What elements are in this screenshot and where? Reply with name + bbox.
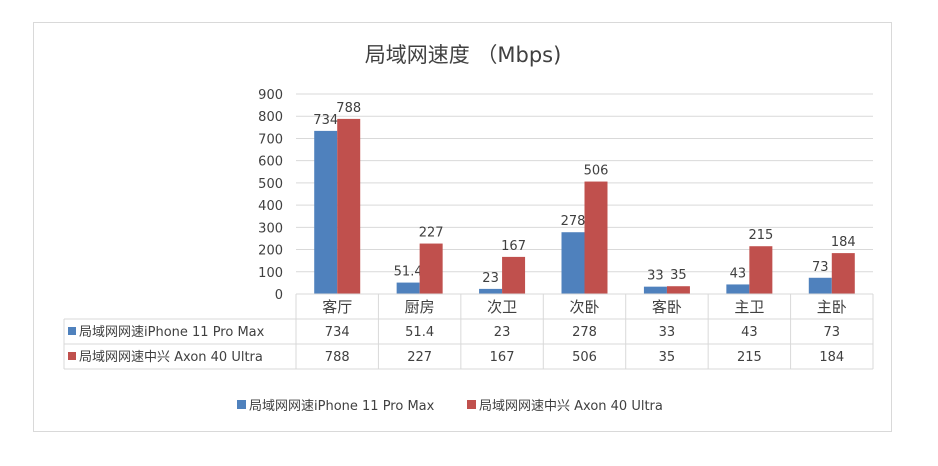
y-tick-label: 100 <box>258 266 283 281</box>
bar-iphone <box>314 130 338 294</box>
category-label: 客厅 <box>322 298 352 316</box>
category-label: 次卫 <box>487 298 517 316</box>
data-label: 506 <box>584 164 609 179</box>
data-label: 73 <box>812 260 829 275</box>
bar-axon <box>831 253 855 294</box>
legend-label: 局域网网速iPhone 11 Pro Max <box>249 399 435 414</box>
data-label: 215 <box>748 228 773 243</box>
data-label: 35 <box>670 268 687 283</box>
data-label: 43 <box>730 266 747 281</box>
y-tick-label: 900 <box>258 88 283 103</box>
table-cell: 184 <box>819 350 844 365</box>
chart-frame <box>33 22 892 432</box>
series-label: 局域网网速中兴 Axon 40 Ultra <box>79 350 263 365</box>
series-label: 局域网网速iPhone 11 Pro Max <box>79 325 265 340</box>
y-tick-label: 700 <box>258 132 283 147</box>
legend-key <box>68 327 76 335</box>
data-label: 184 <box>831 235 856 250</box>
bar-iphone <box>479 288 503 294</box>
data-label: 734 <box>313 113 338 128</box>
table-cell: 73 <box>824 325 841 340</box>
y-tick-label: 0 <box>275 288 283 303</box>
table-cell: 506 <box>572 350 597 365</box>
y-tick-label: 500 <box>258 177 283 192</box>
table-cell: 734 <box>325 325 350 340</box>
bar-axon <box>584 181 608 294</box>
bar-axon <box>419 243 443 294</box>
table-cell: 43 <box>741 325 758 340</box>
y-tick-label: 200 <box>258 244 283 259</box>
table-cell: 788 <box>325 350 350 365</box>
table-cell: 23 <box>494 325 511 340</box>
y-tick-label: 400 <box>258 199 283 214</box>
bar-iphone <box>808 277 832 294</box>
data-label: 51.4 <box>394 265 423 280</box>
chart-title: 局域网速度 （Mbps) <box>365 43 562 67</box>
table-cell: 35 <box>659 350 676 365</box>
category-label: 主卫 <box>734 298 764 316</box>
data-label: 227 <box>419 226 444 241</box>
data-label: 788 <box>336 101 361 116</box>
table-cell: 278 <box>572 325 597 340</box>
legend-marker <box>467 400 476 409</box>
data-label: 33 <box>647 269 664 284</box>
table-cell: 227 <box>407 350 432 365</box>
data-label: 167 <box>501 239 526 254</box>
table-cell: 167 <box>490 350 515 365</box>
table-cell: 215 <box>737 350 762 365</box>
legend-marker <box>237 400 246 409</box>
data-label: 278 <box>561 214 586 229</box>
bar-axon <box>749 246 773 294</box>
bar-axon <box>502 256 526 294</box>
y-tick-label: 600 <box>258 155 283 170</box>
category-label: 客卧 <box>652 298 682 316</box>
category-label: 厨房 <box>405 298 435 316</box>
bar-iphone <box>726 284 750 294</box>
legend-key <box>68 352 76 360</box>
bar-iphone <box>643 286 667 294</box>
bar-axon <box>666 286 690 294</box>
category-label: 主卧 <box>817 298 847 316</box>
legend-label: 局域网网速中兴 Axon 40 Ultra <box>479 399 663 414</box>
data-label: 23 <box>482 271 499 286</box>
y-tick-label: 800 <box>258 110 283 125</box>
table-cell: 33 <box>659 325 676 340</box>
bar-iphone <box>561 232 585 294</box>
y-tick-label: 300 <box>258 221 283 236</box>
table-cell: 51.4 <box>405 325 434 340</box>
bar-axon <box>337 118 361 294</box>
bar-iphone <box>396 282 420 294</box>
category-label: 次卧 <box>569 298 599 316</box>
